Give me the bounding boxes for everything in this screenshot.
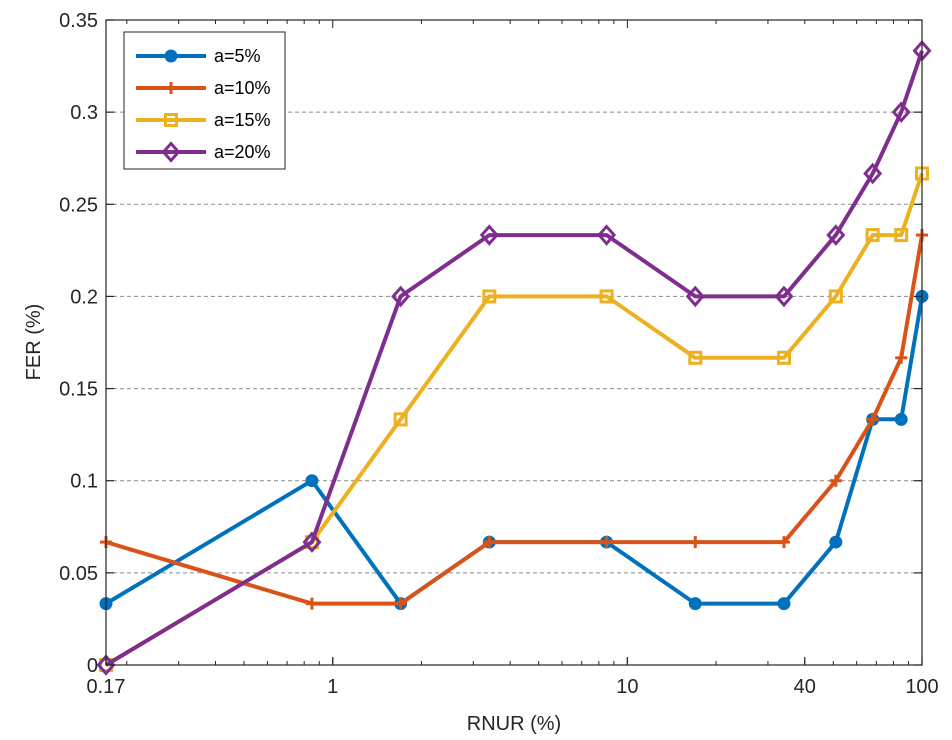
- x-tick-label: 0.17: [87, 676, 126, 698]
- data-point: [828, 289, 843, 304]
- legend-label: a=10%: [214, 78, 271, 98]
- data-point: [483, 536, 496, 549]
- data-point: [482, 289, 497, 304]
- data-point: [305, 474, 319, 488]
- axis-ticks: 0 0.05 0.1 0.15 0.2 0.25 0.3 0.35 0.17 1 10 40 100: [59, 10, 939, 698]
- legend-entries: a=5% a=10% a=15% a=20%: [136, 46, 271, 163]
- data-point: [600, 536, 613, 549]
- x-axis-label: RNUR (%): [467, 713, 561, 735]
- x-tick-label: 100: [905, 676, 938, 698]
- data-point: [894, 412, 908, 426]
- y-tick-label: 0.15: [59, 379, 98, 401]
- data-point: [305, 597, 318, 610]
- y-tick-label: 0: [87, 655, 98, 677]
- legend-label: a=15%: [214, 110, 271, 130]
- legend-marker: [165, 82, 177, 94]
- legend-entry: a=20%: [136, 141, 271, 163]
- data-point: [865, 228, 880, 243]
- y-tick-label: 0.3: [70, 102, 98, 124]
- y-tick-label: 0.05: [59, 563, 98, 585]
- y-tick-label: 0.1: [70, 471, 98, 493]
- y-tick-label: 0.25: [59, 194, 98, 216]
- data-point: [394, 597, 407, 610]
- data-point: [826, 224, 846, 246]
- data-point: [597, 224, 617, 246]
- legend-entry: a=10%: [136, 78, 271, 98]
- data-point: [688, 350, 703, 365]
- legend-marker: [164, 49, 178, 63]
- data-point: [479, 224, 499, 246]
- series-line: [104, 50, 924, 667]
- series-line: [104, 172, 924, 667]
- data-point: [777, 536, 790, 549]
- data-point: [96, 654, 116, 676]
- x-tick-label: 10: [616, 676, 638, 698]
- legend: a=5% a=10% a=15% a=20%: [123, 31, 286, 170]
- series-lines: [96, 40, 932, 676]
- legend-entry: a=5%: [136, 46, 261, 66]
- y-tick-label: 0.35: [59, 10, 98, 32]
- data-point: [688, 597, 702, 611]
- y-axis-label: FER (%): [23, 304, 45, 381]
- x-tick-label: 1: [327, 676, 338, 698]
- data-point: [689, 536, 702, 549]
- data-point: [829, 474, 842, 487]
- data-point: [774, 285, 794, 308]
- data-point: [866, 413, 879, 426]
- data-point: [776, 350, 791, 365]
- data-point: [599, 289, 614, 304]
- data-point: [302, 531, 322, 553]
- data-point: [863, 162, 883, 185]
- legend-label: a=20%: [214, 142, 271, 162]
- legend-marker: [164, 113, 178, 127]
- y-tick-label: 0.2: [70, 286, 98, 308]
- plot-frame: [105, 19, 923, 666]
- data-point: [777, 597, 791, 611]
- data-point: [829, 535, 843, 549]
- legend-entry: a=15%: [136, 110, 271, 130]
- series-4: [96, 40, 932, 676]
- data-point: [685, 285, 705, 308]
- data-point: [391, 285, 411, 308]
- legend-label: a=5%: [214, 46, 261, 66]
- data-point: [891, 101, 911, 123]
- legend-marker: [161, 141, 181, 163]
- data-point: [895, 351, 908, 364]
- x-tick-label: 40: [794, 676, 816, 698]
- data-point: [393, 412, 408, 427]
- data-point: [894, 228, 909, 243]
